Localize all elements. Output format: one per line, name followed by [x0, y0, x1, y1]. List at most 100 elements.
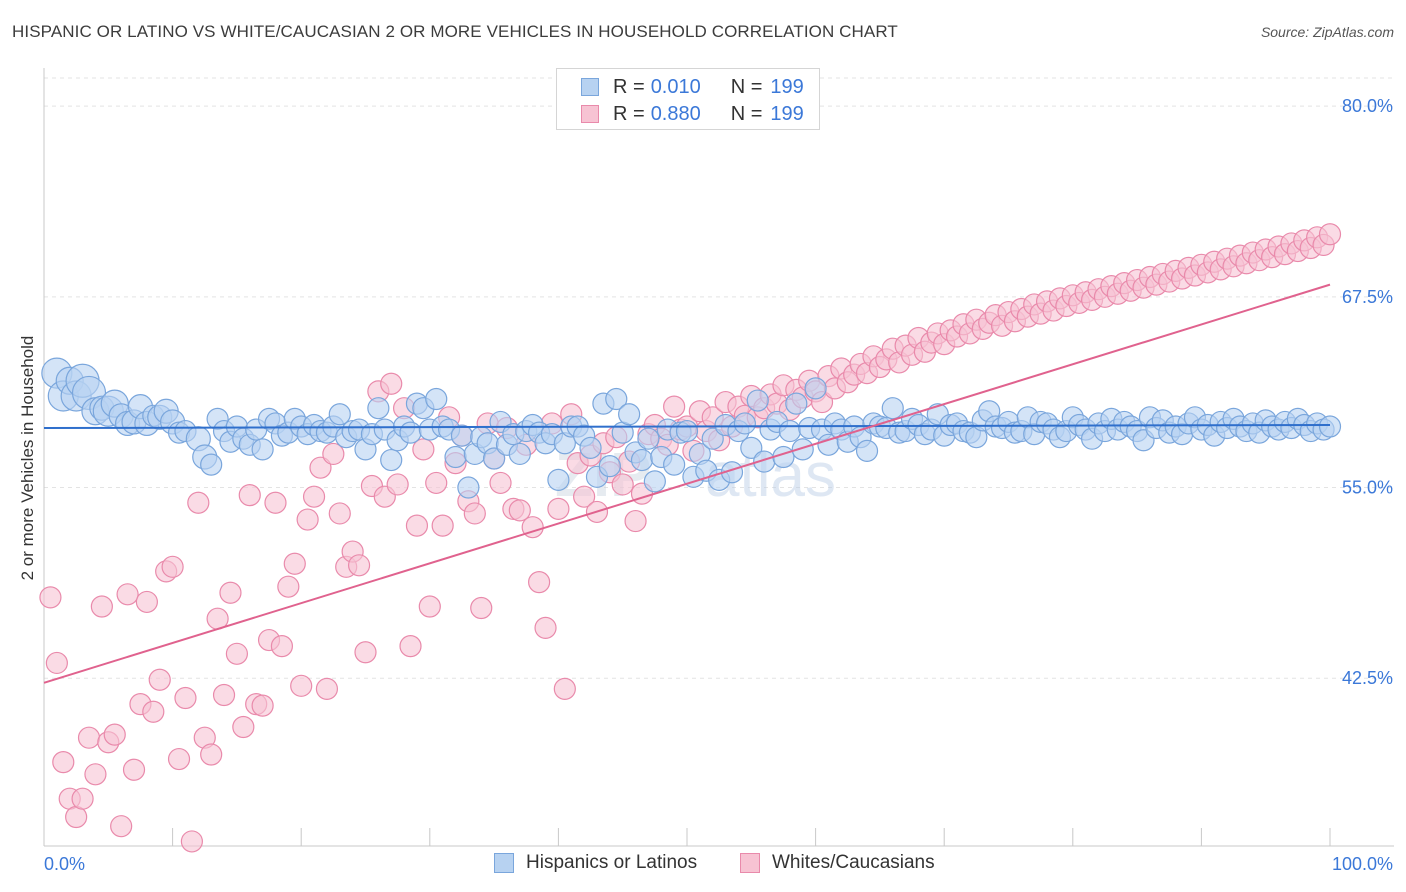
hispanic-point [579, 436, 602, 459]
white-point [425, 471, 448, 495]
hispanic-point [804, 377, 827, 400]
white-point [135, 590, 158, 614]
hispanic-point [855, 439, 879, 462]
white-point [283, 552, 306, 575]
hispanic-point [618, 403, 641, 426]
white-point [90, 595, 113, 618]
white-point [200, 743, 223, 766]
white-point [573, 485, 596, 508]
hispanic-point [746, 389, 769, 412]
white-point [431, 514, 454, 537]
hispanic-point [251, 438, 274, 461]
white-point [624, 509, 647, 533]
white-point [470, 596, 493, 620]
y-tick-label: 80.0% [1342, 96, 1393, 116]
white-point [225, 642, 248, 665]
white-point [148, 668, 171, 691]
hispanic-point [508, 442, 531, 466]
white-point [110, 815, 133, 838]
hispanic-point [598, 455, 621, 478]
white-point [296, 508, 319, 531]
axis-layer: 2 or more Vehicles in Household [18, 68, 1394, 847]
points-layer [39, 223, 1342, 853]
x-tick-label: 100.0% [1332, 854, 1393, 874]
hispanic-point [791, 438, 814, 461]
white-point [39, 586, 62, 609]
white-point [405, 514, 429, 537]
hispanic-point [733, 412, 756, 435]
white-point [180, 830, 203, 853]
white-point [84, 763, 107, 786]
white-point [161, 555, 184, 578]
white-point [534, 616, 557, 639]
white-point [71, 787, 94, 810]
hispanic-point [547, 468, 570, 491]
hispanic-point [630, 448, 654, 472]
series-legend-hispanic[interactable]: Hispanics or Latinos [494, 852, 697, 874]
white-point [270, 635, 294, 658]
white-point [508, 499, 531, 522]
legend-swatch-pink [581, 105, 599, 123]
white-point [328, 502, 351, 525]
white-point [553, 677, 576, 700]
white-point [309, 456, 332, 479]
hispanic-point [740, 436, 763, 459]
white-point [418, 595, 441, 618]
series-legend: Hispanics or Latinos Whites/Caucasians [0, 852, 1406, 878]
white-trend-line [43, 283, 1331, 684]
white-point [277, 575, 300, 598]
y-tick-label: 55.0% [1342, 478, 1393, 498]
legend-row-hispanic: R = 0.010 N = 199 [581, 74, 804, 100]
chart-title: HISPANIC OR LATINO VS WHITE/CAUCASIAN 2 … [12, 22, 898, 41]
trend-layer [43, 283, 1331, 684]
hispanic-point [367, 397, 390, 420]
white-point [77, 726, 101, 749]
white-point [103, 723, 126, 746]
white-point [167, 747, 191, 771]
grid-layer [44, 77, 1394, 679]
series-legend-white[interactable]: Whites/Caucasians [740, 852, 935, 874]
legend-swatch-blue [494, 853, 514, 873]
white-point [251, 694, 274, 717]
white-point [315, 677, 339, 700]
hispanic-point [450, 424, 474, 447]
y-tick-label: 67.5% [1342, 287, 1393, 307]
legend-n-value: 199 [770, 102, 804, 125]
x-tick-label: 0.0% [44, 854, 85, 874]
hispanic-point [701, 427, 724, 450]
hispanic-point [675, 419, 699, 443]
white-point [528, 570, 551, 594]
white-point [264, 491, 287, 514]
hispanic-point [457, 476, 480, 499]
hispanic-point [663, 453, 686, 476]
legend-n-value: 199 [770, 75, 804, 98]
legend-row-white: R = 0.880 N = 199 [581, 101, 804, 127]
legend-n-label: N = [730, 75, 763, 98]
white-point [1318, 223, 1342, 246]
hispanic-point [399, 421, 422, 444]
white-point [322, 442, 345, 466]
white-point [663, 395, 686, 418]
white-point [380, 372, 403, 395]
hispanic-point [605, 387, 628, 411]
series-legend-label: Whites/Caucasians [772, 852, 935, 873]
legend-r-label: R = [613, 75, 645, 98]
white-point [238, 484, 261, 507]
white-point [489, 471, 512, 495]
legend-r-value: 0.010 [650, 75, 701, 98]
chart-source: Source: ZipAtlas.com [1260, 24, 1394, 40]
y-axis-label: 2 or more Vehicles in Household [18, 336, 37, 581]
white-point [399, 635, 422, 658]
correlation-legend: R = 0.010 N = 199 R = 0.880 N = 199 [556, 68, 820, 130]
legend-swatch-pink [740, 853, 760, 873]
series-legend-label: Hispanics or Latinos [526, 852, 698, 873]
white-point [174, 686, 197, 710]
hispanic-point [637, 427, 660, 450]
hispanic-point [200, 453, 223, 476]
legend-r-label: R = [613, 102, 645, 125]
white-point [412, 438, 435, 461]
hispanic-point [444, 445, 467, 469]
hispanic-trend-line [43, 423, 1331, 430]
legend-r-value: 0.880 [650, 102, 701, 125]
